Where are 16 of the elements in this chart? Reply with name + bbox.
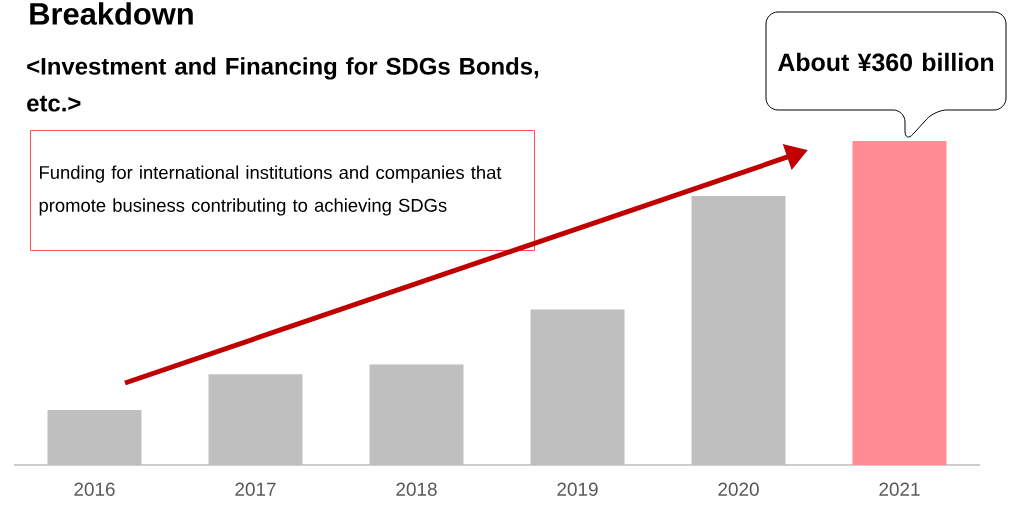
x-tick-label: 2021 — [879, 482, 920, 496]
bar — [530, 309, 625, 465]
x-tick-label: 2019 — [557, 482, 598, 496]
chart-subtitle: <Investment and Financing for SDGs Bonds, etc.> — [27, 57, 539, 112]
bar — [47, 409, 142, 465]
bar — [852, 141, 947, 465]
bar — [691, 196, 786, 465]
x-tick-label: 2018 — [396, 482, 437, 496]
chart-title: Breakdown — [30, 2, 193, 25]
x-tick-label: 2020 — [718, 482, 759, 496]
x-tick-label: 2016 — [74, 482, 115, 496]
bar — [369, 364, 464, 465]
text: About ¥360 billion — [778, 52, 994, 72]
annotation: Funding for international institutions and companies that promote business contributing to achieving SDGs — [39, 165, 502, 216]
bar — [208, 374, 303, 465]
x-tick-label: 2017 — [235, 482, 276, 496]
